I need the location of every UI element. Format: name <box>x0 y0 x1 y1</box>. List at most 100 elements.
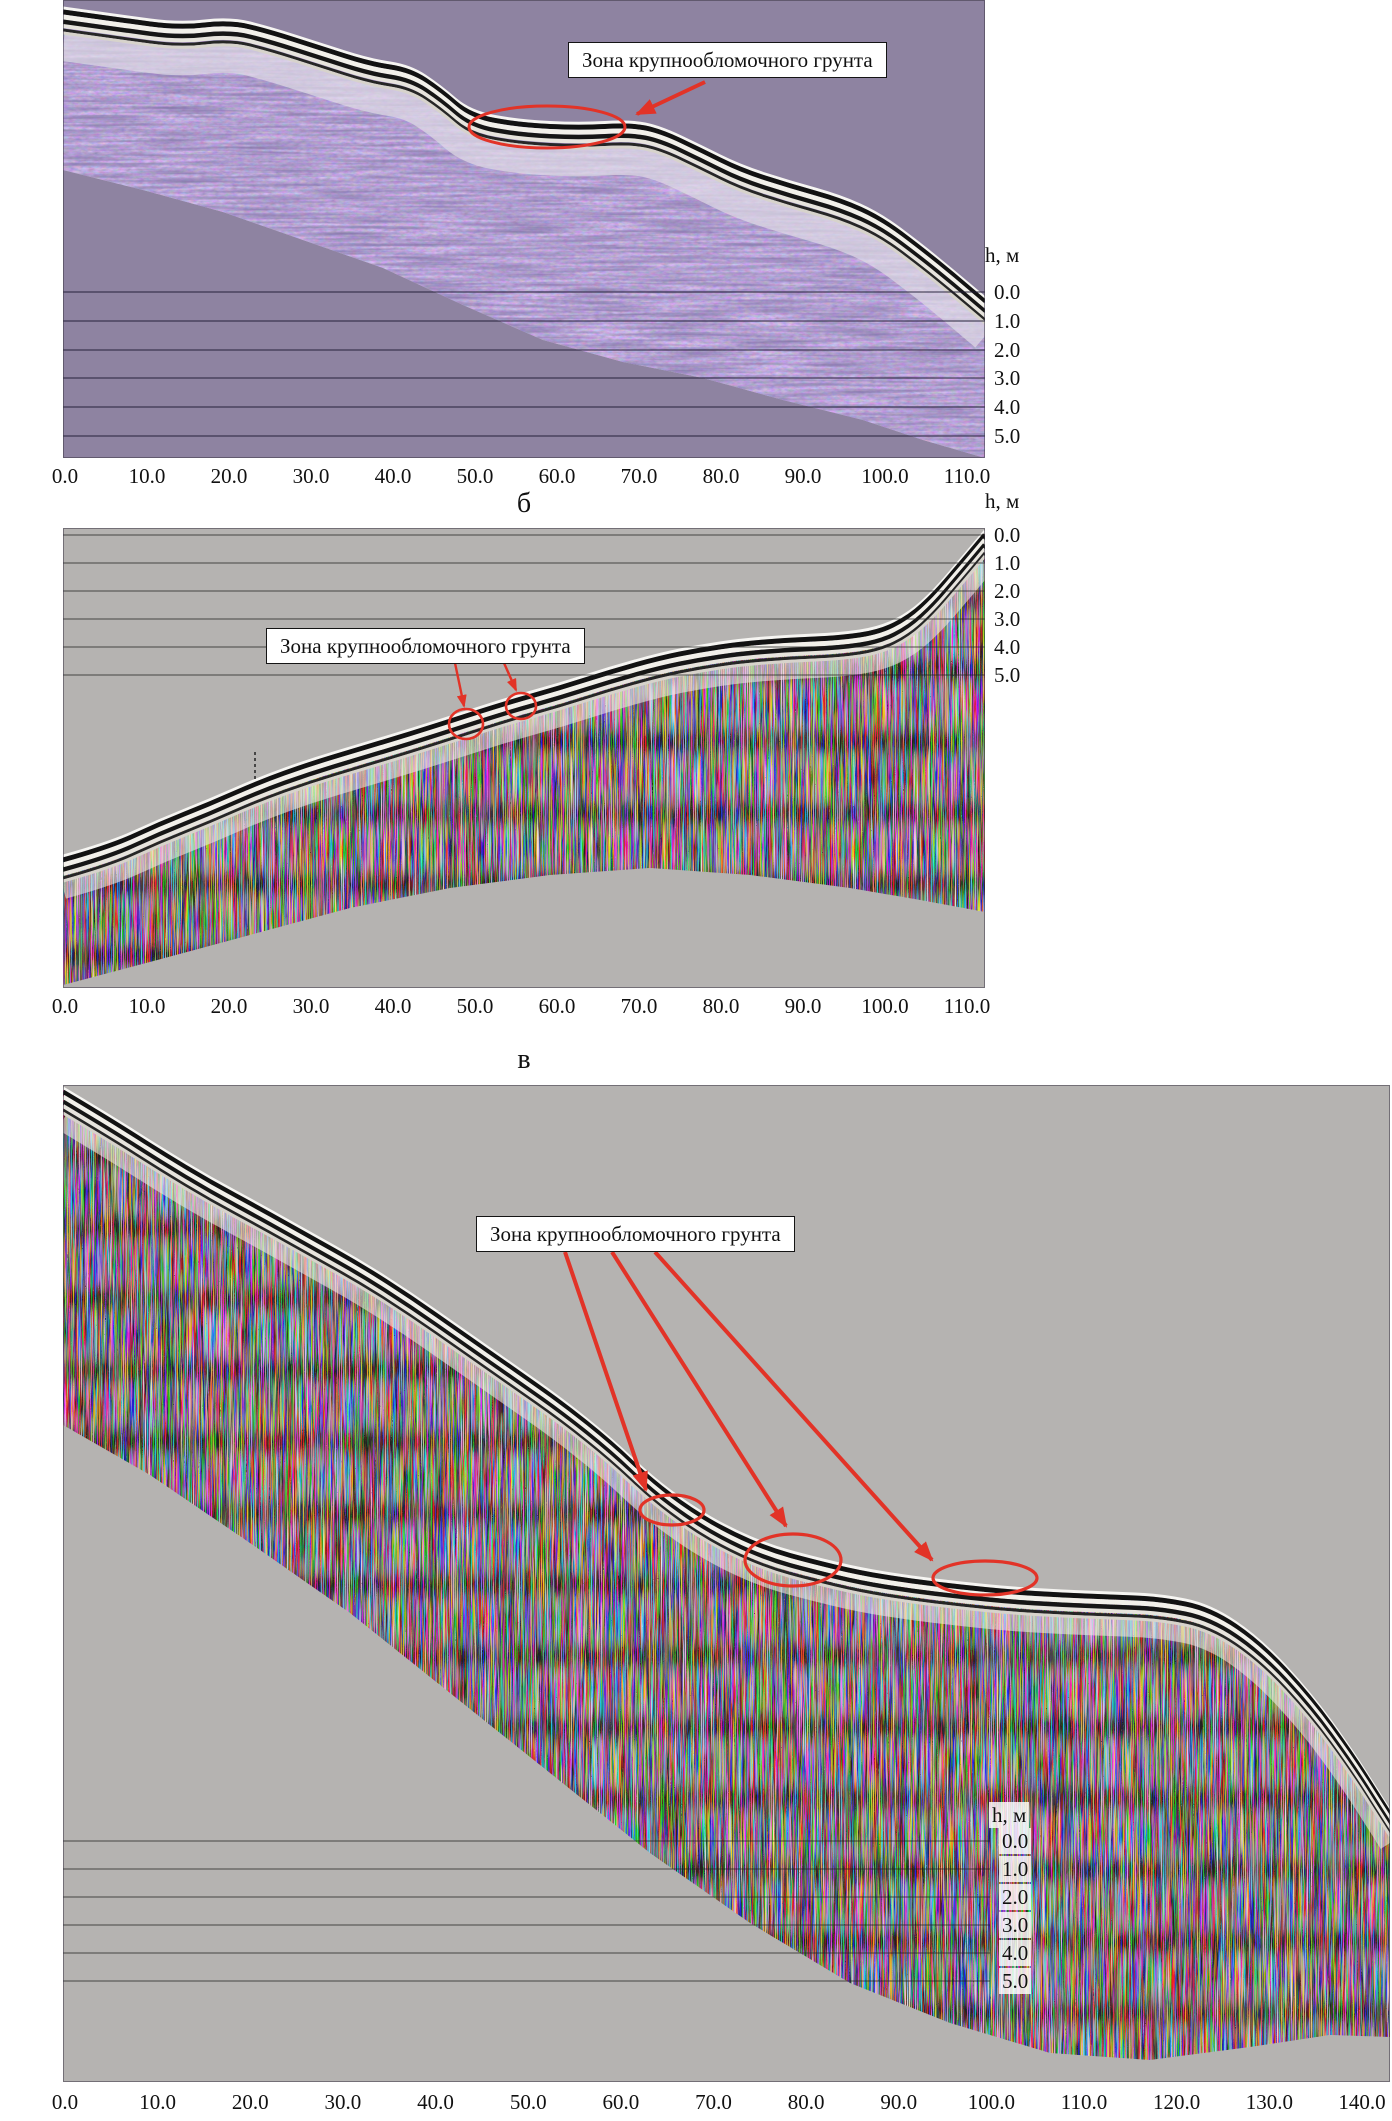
x-tick-label: 20.0 <box>210 994 248 1018</box>
annotation-arrow <box>453 662 467 708</box>
depth-tick-label: 5.0 <box>999 1968 1032 1994</box>
radargram-panel-v: Зона крупнообломочного грунта <box>63 1085 1390 2082</box>
x-tick-label: 40.0 <box>374 464 412 488</box>
depth-axis-title-b: h, м <box>985 489 1020 513</box>
highlight-ellipse <box>638 1493 706 1527</box>
depth-tick-label: 2.0 <box>999 1884 1032 1910</box>
x-tick-label: 120.0 <box>1153 2090 1201 2114</box>
depth-tick-label: 2.0 <box>994 338 1021 362</box>
depth-tick-label: 3.0 <box>999 1912 1032 1938</box>
x-tick-label: 100.0 <box>861 994 909 1018</box>
x-tick-label: 20.0 <box>231 2090 269 2114</box>
x-tick-label: 40.0 <box>417 2090 454 2114</box>
x-tick-label: 140.0 <box>1338 2090 1386 2114</box>
x-tick-label: 110.0 <box>943 464 991 488</box>
x-tick-label: 100.0 <box>967 2090 1016 2114</box>
depth-tick-label: 0.0 <box>999 1828 1032 1854</box>
x-tick-label: 0.0 <box>51 464 79 488</box>
surface-reflection-band <box>63 1108 1390 1834</box>
annotation-text-v: Зона крупнообломочного грунта <box>490 1222 781 1246</box>
x-tick-label: 50.0 <box>456 464 494 488</box>
x-tick-label: 10.0 <box>128 994 166 1018</box>
surface-reflection-band <box>63 533 985 863</box>
x-tick-label: 60.0 <box>538 994 576 1018</box>
surface-reflection-band <box>63 9 985 304</box>
surface-reflection-band <box>63 6 985 300</box>
x-tick-label: 90.0 <box>784 464 822 488</box>
surface-reflection-band <box>63 543 985 873</box>
x-tick-label: 0.0 <box>51 994 79 1018</box>
x-tick-label: 70.0 <box>620 994 658 1018</box>
x-tick-label: 80.0 <box>787 2090 825 2114</box>
depth-tick-label: 4.0 <box>994 635 1021 659</box>
radargram-panel-a: Зона крупнообломочного грунта <box>63 0 985 458</box>
radargram-panel-b: Зона крупнообломочного грунта <box>63 528 985 988</box>
depth-axis-title-v: h, м <box>989 1802 1030 1828</box>
panel-letter-b: б <box>516 488 532 519</box>
x-tick-label: 90.0 <box>880 2090 918 2114</box>
highlight-ellipse <box>467 104 627 150</box>
x-tick-label: 10.0 <box>128 464 166 488</box>
annotation-box-b: Зона крупнообломочного грунта <box>266 628 585 665</box>
x-axis-a: 0.0 10.0 20.0 30.0 40.0 50.0 60.0 70.0 80.0 90.0 1… <box>0 464 1392 494</box>
surface-reflection-band <box>63 530 985 858</box>
x-tick-label: 40.0 <box>374 994 412 1018</box>
annotation-arrow <box>635 80 706 116</box>
highlight-ellipse <box>931 1559 1039 1597</box>
annotation-box-a: Зона крупнообломочного грунта <box>568 42 887 79</box>
x-tick-label: 110.0 <box>1060 2090 1108 2114</box>
depth-tick-label: 1.0 <box>994 309 1021 333</box>
x-tick-label: 130.0 <box>1245 2090 1293 2114</box>
x-tick-label: 80.0 <box>702 994 740 1018</box>
surface-reflection-band <box>63 1111 1390 1837</box>
x-tick-label: 0.0 <box>51 2090 79 2114</box>
x-tick-label: 100.0 <box>861 464 909 488</box>
surface-reflection-band <box>63 24 985 318</box>
annotation-arrow <box>563 1251 648 1492</box>
surface-reflection-band <box>63 14 985 309</box>
annotation-arrow <box>653 1250 934 1562</box>
annotation-arrow <box>610 1250 788 1528</box>
x-tick-label: 110.0 <box>943 994 991 1018</box>
x-tick-label: 70.0 <box>620 464 658 488</box>
surface-reflection-band <box>63 547 985 876</box>
depth-tick-label: 4.0 <box>999 1940 1032 1966</box>
depth-tick-label: 0.0 <box>994 280 1021 304</box>
x-tick-label: 60.0 <box>602 2090 640 2114</box>
x-tick-label: 30.0 <box>324 2090 362 2114</box>
highlight-ellipse <box>447 707 485 741</box>
surface-reflection-band <box>63 1099 1390 1827</box>
annotation-text-a: Зона крупнообломочного грунта <box>582 48 873 72</box>
surface-reflection-band <box>63 1086 1390 1812</box>
x-tick-label: 50.0 <box>509 2090 547 2114</box>
depth-tick-label: 5.0 <box>994 424 1021 448</box>
depth-tick-label: 1.0 <box>999 1856 1032 1882</box>
surface-reflection-band <box>63 552 985 880</box>
highlight-ellipse <box>504 691 538 721</box>
highlight-ellipse <box>743 1532 843 1588</box>
x-tick-label: 10.0 <box>139 2090 176 2114</box>
x-tick-label: 80.0 <box>702 464 740 488</box>
x-tick-label: 20.0 <box>210 464 248 488</box>
surface-reflection-band <box>63 555 985 883</box>
radargram-canvas-v <box>63 1085 1390 2082</box>
annotation-box-v: Зона крупнообломочного грунта <box>476 1216 795 1253</box>
x-tick-label: 90.0 <box>784 994 822 1018</box>
x-tick-label: 70.0 <box>695 2090 732 2114</box>
depth-tick-label: 0.0 <box>994 523 1021 547</box>
depth-tick-label: 4.0 <box>994 395 1021 419</box>
annotation-text-b: Зона крупнообломочного грунта <box>280 634 571 658</box>
x-axis-v: 0.0 10.0 20.0 30.0 40.0 50.0 60.0 70.0 80.0 90.0 1… <box>0 2090 1392 2120</box>
depth-tick-label: 3.0 <box>994 607 1021 631</box>
radargram-canvas-b <box>63 528 985 988</box>
depth-tick-label: 5.0 <box>994 663 1021 687</box>
x-tick-label: 30.0 <box>292 994 330 1018</box>
surface-reflection-band <box>63 19 985 314</box>
depth-tick-label: 2.0 <box>994 579 1021 603</box>
surface-reflection-band <box>63 28 985 322</box>
annotation-arrow <box>502 662 518 692</box>
surface-reflection-band <box>63 1089 1390 1817</box>
panel-letter-v: в <box>517 1044 531 1075</box>
x-tick-label: 60.0 <box>538 464 576 488</box>
